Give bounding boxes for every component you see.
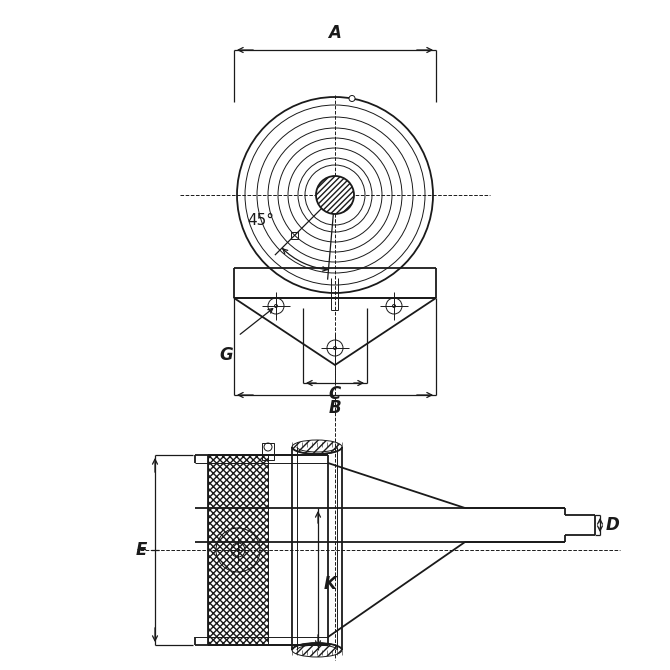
Circle shape bbox=[349, 96, 355, 101]
Text: C: C bbox=[329, 385, 341, 403]
Text: D: D bbox=[606, 516, 620, 534]
Text: −: − bbox=[135, 543, 147, 557]
Bar bbox=[208, 455, 268, 645]
Text: G: G bbox=[219, 346, 232, 364]
Bar bbox=[262, 443, 274, 460]
Text: A: A bbox=[328, 24, 342, 42]
Bar bbox=[291, 232, 298, 239]
Text: K: K bbox=[324, 575, 337, 593]
Text: B: B bbox=[329, 399, 341, 417]
Circle shape bbox=[316, 176, 354, 214]
Text: 45°: 45° bbox=[247, 213, 274, 228]
Text: E: E bbox=[135, 541, 147, 559]
